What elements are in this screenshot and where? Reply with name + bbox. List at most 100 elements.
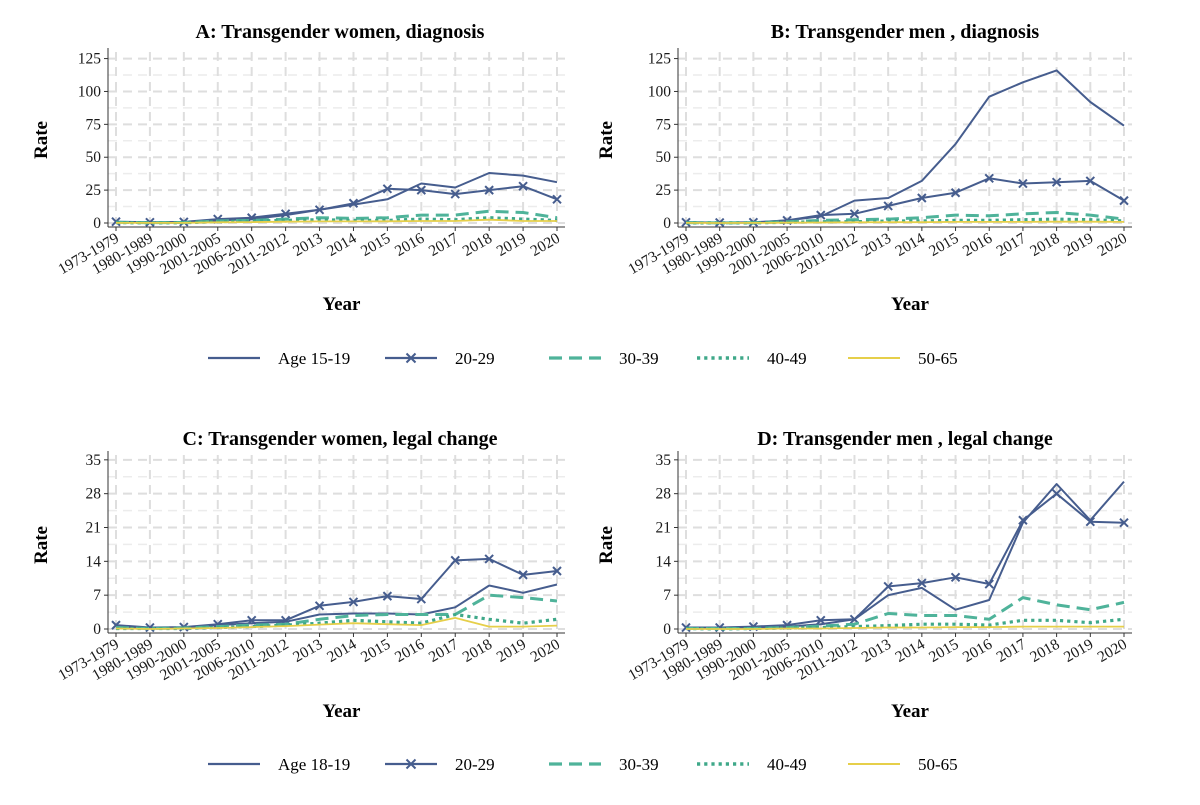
marker-stroke	[484, 185, 494, 195]
legend-marker-stroke	[405, 758, 417, 770]
x-axis-title: Year	[323, 294, 362, 315]
x-tick-label: 2016	[960, 636, 996, 666]
series-line-5	[116, 218, 557, 224]
legend-label-4: 40-49	[767, 755, 807, 774]
data-point-marker	[518, 181, 528, 191]
marker-stroke	[1018, 178, 1028, 189]
legend-marker-stroke	[405, 352, 417, 364]
x-tick-label: 2016	[960, 230, 996, 260]
data-point-marker	[416, 594, 427, 604]
series-line-1	[115, 172, 558, 224]
marker-stroke	[552, 194, 562, 205]
panel-a: 02550751001251973-19791980-19891990-2000…	[31, 21, 565, 315]
marker-stroke	[849, 614, 860, 625]
x-tick-label: 2017	[994, 230, 1030, 260]
y-tick-label: 125	[648, 51, 672, 68]
grid	[678, 455, 1132, 630]
data-point-marker	[518, 570, 528, 580]
marker-stroke	[518, 570, 528, 580]
x-tick-label: 2020	[528, 636, 564, 666]
y-axis-title: Rate	[31, 121, 52, 159]
legend-top: Age 15-19 20-29 30-39 40-49 50-65	[208, 349, 958, 368]
y-tick-label: 75	[86, 116, 102, 133]
marker-stroke	[1051, 488, 1062, 499]
marker-stroke	[883, 201, 893, 211]
marker-stroke	[1119, 195, 1129, 206]
x-axis-title: Year	[323, 701, 362, 722]
x-tick-label: 2016	[392, 636, 428, 666]
data-point-marker	[1119, 195, 1129, 206]
marker-stroke	[1085, 176, 1096, 186]
data-point-marker	[450, 555, 460, 566]
y-tick-label: 100	[648, 83, 672, 100]
data-point-marker	[1018, 178, 1028, 189]
y-tick-label: 21	[86, 520, 102, 537]
data-point-marker	[382, 184, 393, 194]
x-tick-label: 2019	[1061, 230, 1097, 260]
data-point-marker	[450, 189, 460, 199]
y-tick-label: 14	[656, 553, 672, 570]
marker-stroke	[111, 216, 121, 227]
marker-stroke	[816, 615, 826, 626]
x-tick-label: 2018	[460, 230, 496, 260]
marker-stroke	[518, 181, 528, 191]
marker-stroke	[314, 205, 325, 215]
legend-label-1: Age 15-19	[278, 349, 350, 368]
y-tick-label: 100	[78, 83, 102, 100]
x-axis-title: Year	[891, 294, 930, 315]
data-point-marker	[984, 579, 994, 589]
x-tick-label: 2015	[926, 636, 962, 666]
y-tick-label: 0	[663, 621, 671, 638]
y-tick-label: 0	[663, 215, 671, 232]
marker-stroke	[849, 209, 860, 219]
y-axis-title: Rate	[596, 121, 617, 159]
data-point-marker	[111, 216, 121, 227]
marker-stroke	[450, 555, 460, 566]
marker-stroke	[382, 591, 393, 601]
legend-label-3: 30-39	[619, 755, 659, 774]
data-point-marker	[1085, 516, 1096, 527]
y-tick-label: 35	[86, 452, 102, 469]
x-tick-label: 2016	[392, 230, 428, 260]
data-point-marker	[917, 578, 927, 588]
x-tick-label: 2014	[324, 636, 360, 666]
series-line-1	[115, 583, 558, 629]
x-tick-label: 2015	[926, 230, 962, 260]
data-point-marker	[1018, 515, 1028, 525]
series-line-3	[685, 211, 1125, 225]
data-point-marker	[280, 209, 291, 219]
x-tick-label: 2020	[1095, 636, 1131, 666]
panels: 02550751001251973-19791980-19891990-2000…	[31, 21, 1132, 722]
marker-stroke	[246, 213, 257, 223]
series-line-2	[115, 557, 558, 629]
marker-stroke	[816, 210, 826, 220]
x-tick-label: 2013	[859, 230, 895, 260]
data-point-marker	[416, 185, 427, 195]
marker-stroke	[950, 188, 961, 198]
legend-label-5: 50-65	[918, 349, 958, 368]
y-axis-title: Rate	[31, 526, 52, 564]
marker-stroke	[917, 193, 927, 203]
x-tick-label: 2017	[994, 636, 1030, 666]
data-point-marker	[1119, 517, 1129, 528]
data-point-marker	[484, 185, 494, 195]
x-tick-label: 2014	[324, 230, 360, 260]
x-tick-label: 2020	[528, 230, 564, 260]
chart-title: C: Transgender women, legal change	[183, 428, 498, 450]
series-line-3	[686, 596, 1125, 630]
x-tick-label: 2017	[426, 636, 462, 666]
x-tick-label: 2020	[1095, 230, 1131, 260]
data-point-marker	[246, 615, 257, 626]
x-tick-label: 2013	[859, 636, 895, 666]
panel-d: 07142128351973-19791980-19891990-2000200…	[596, 428, 1132, 722]
data-point-marker	[314, 601, 325, 611]
series-line-5	[115, 617, 558, 630]
y-tick-label: 125	[78, 51, 102, 68]
marker-stroke	[552, 566, 562, 576]
legend-label-4: 40-49	[767, 349, 807, 368]
data-point-marker	[348, 198, 359, 208]
marker-stroke	[984, 173, 994, 183]
y-axis-title: Rate	[596, 526, 617, 564]
data-point-marker	[382, 591, 393, 601]
marker-stroke	[145, 622, 155, 633]
